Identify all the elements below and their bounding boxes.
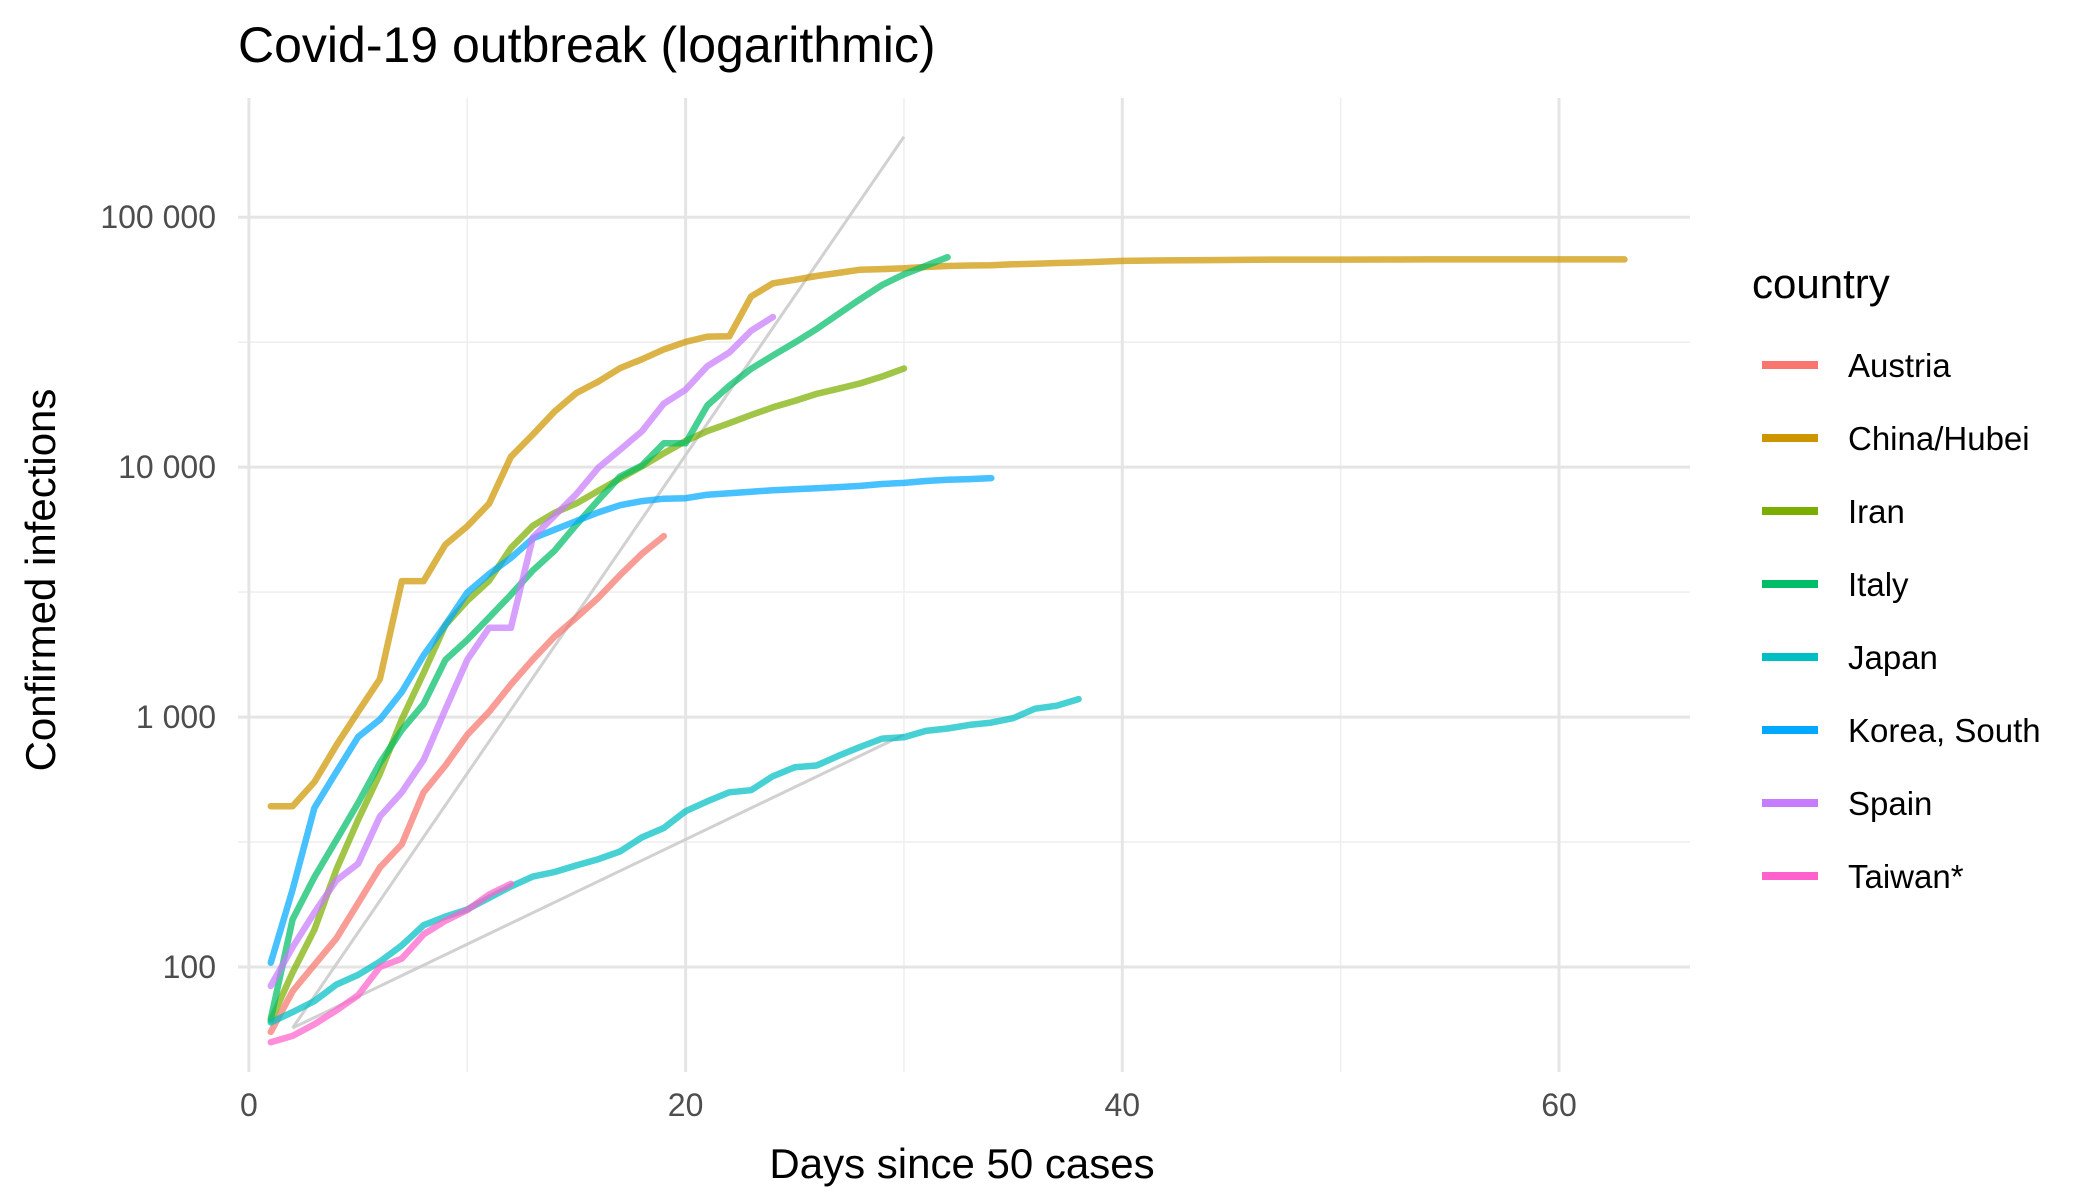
grid-layer bbox=[238, 98, 1690, 1072]
legend-label-italy: Italy bbox=[1848, 566, 1909, 603]
series-line-spain bbox=[267, 313, 777, 990]
x-axis-title: Days since 50 cases bbox=[769, 1140, 1154, 1187]
reference-lines bbox=[291, 135, 906, 1030]
legend: country Austria China/Hubei Iran Italy Japan… bbox=[1752, 260, 2041, 895]
legend-item-iran: Iran bbox=[1762, 493, 1905, 530]
legend-item-korea-south: Korea, South bbox=[1762, 712, 2041, 749]
series-line-japan bbox=[267, 695, 1082, 1026]
series-line-italy bbox=[267, 253, 951, 1023]
y-axis-title: Confirmed infections bbox=[17, 389, 64, 772]
x-tick-label: 0 bbox=[240, 1087, 258, 1123]
legend-label-taiwan: Taiwan* bbox=[1848, 858, 1964, 895]
y-tick-label: 100 bbox=[163, 949, 216, 985]
series-layer bbox=[267, 253, 1628, 1046]
legend-item-italy: Italy bbox=[1762, 566, 1909, 603]
legend-label-china-hubei: China/Hubei bbox=[1848, 420, 2030, 457]
legend-title: country bbox=[1752, 260, 1890, 307]
reference-line bbox=[291, 135, 906, 1029]
series-line-iran bbox=[267, 365, 908, 1024]
legend-label-japan: Japan bbox=[1848, 639, 1938, 676]
series-line-china-hubei bbox=[267, 256, 1628, 810]
x-tick-label: 40 bbox=[1105, 1087, 1141, 1123]
legend-item-japan: Japan bbox=[1762, 639, 1938, 676]
series-line-austria bbox=[267, 532, 668, 1036]
legend-item-taiwan: Taiwan* bbox=[1762, 858, 1964, 895]
x-tick-label: 60 bbox=[1541, 1087, 1577, 1123]
legend-label-korea-south: Korea, South bbox=[1848, 712, 2041, 749]
legend-label-austria: Austria bbox=[1848, 347, 1951, 384]
tick-labels: 0 20 40 60 100 1 000 10 000 100 000 bbox=[100, 199, 1576, 1123]
legend-item-austria: Austria bbox=[1762, 347, 1951, 384]
y-tick-label: 100 000 bbox=[100, 199, 216, 235]
legend-label-spain: Spain bbox=[1848, 785, 1932, 822]
y-tick-label: 1 000 bbox=[136, 699, 216, 735]
legend-item-china-hubei: China/Hubei bbox=[1762, 420, 2030, 457]
legend-label-iran: Iran bbox=[1848, 493, 1905, 530]
series-line-korea-south bbox=[267, 474, 995, 966]
y-tick-label: 10 000 bbox=[118, 449, 216, 485]
legend-items: Austria China/Hubei Iran Italy Japan Korea, S… bbox=[1762, 347, 2041, 895]
legend-item-spain: Spain bbox=[1762, 785, 1932, 822]
series-line-taiwan bbox=[267, 880, 515, 1046]
x-tick-label: 20 bbox=[668, 1087, 704, 1123]
chart-title: Covid-19 outbreak (logarithmic) bbox=[238, 17, 936, 73]
reference-line bbox=[291, 733, 905, 1030]
